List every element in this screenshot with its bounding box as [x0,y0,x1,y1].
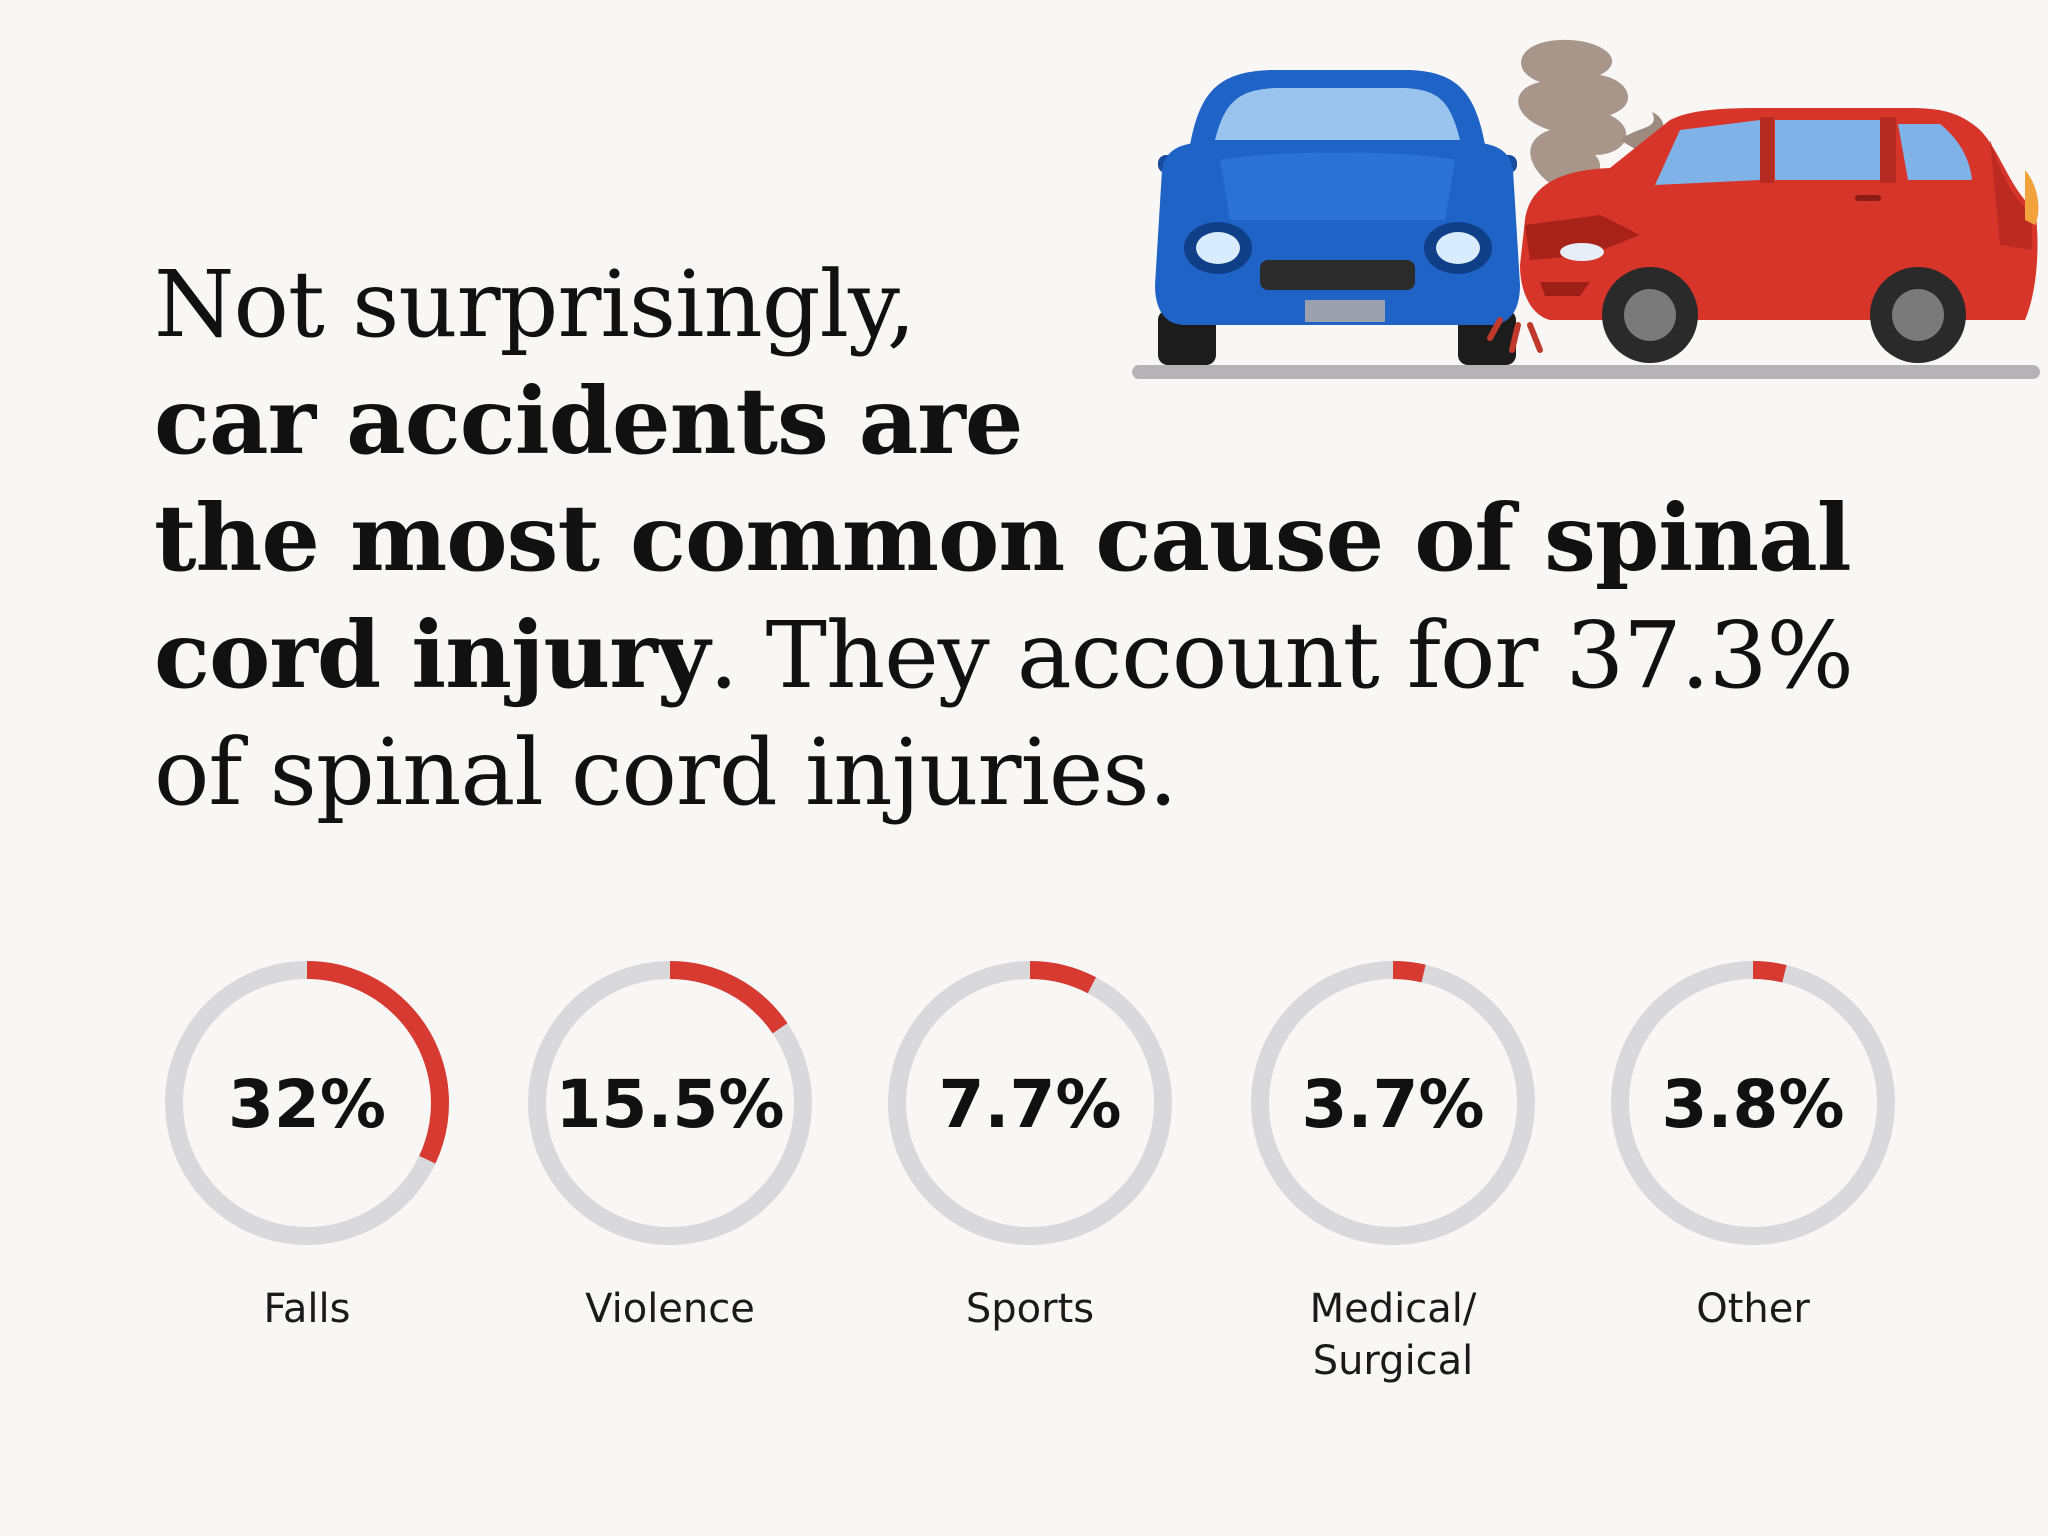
donut-charts: 32% Falls 15.5% Violence 7.7% Sports 3.7% Medic… [165,961,1895,1384]
donut-value-label: 7.7% [938,1066,1121,1143]
headline-line-4-bold: cord injury [154,601,710,709]
impact-icon [1487,317,1543,353]
donut-category-label: Violence [585,1286,755,1332]
headline-line-3: the most common cause of spinal [154,484,1852,592]
headline-line-5: of spinal cord injuries. [154,719,1178,826]
donut-arc [1251,961,1535,1245]
headline: Not surprisingly, car accidents are the … [154,246,1994,831]
road-line [1132,365,2040,379]
donut-1: 32% Falls [165,961,449,1332]
donut-arc [888,961,1172,1245]
headline-line-2: car accidents are [154,367,1023,475]
donut-value-label: 3.7% [1301,1066,1484,1143]
red-car-icon [1520,108,2039,363]
donut-value-label: 15.5% [556,1066,785,1143]
donut-category-label: Other [1696,1286,1810,1332]
donut-category-label: Medical/ [1310,1286,1477,1332]
donut-value-label: 32% [228,1066,386,1143]
donut-value-label: 3.8% [1661,1066,1844,1143]
donut-category-label: Sports [966,1286,1094,1332]
donut-arc [165,961,449,1245]
headline-line-4-rest: . They account for 37.3% [709,602,1854,709]
donut-arc [1611,961,1895,1245]
blue-car-icon [1155,70,1520,365]
donut-5: 3.8% Other [1611,961,1895,1332]
donut-2: 15.5% Violence [528,961,812,1332]
donut-category-label: Falls [264,1286,351,1332]
donut-4: 3.7% Medical/Surgical [1251,961,1535,1384]
car-crash-illustration [1132,39,2040,379]
donut-arc [528,961,812,1245]
headline-line-1: Not surprisingly, [154,251,916,358]
donut-category-label: Surgical [1313,1338,1474,1384]
donut-3: 7.7% Sports [888,961,1172,1332]
